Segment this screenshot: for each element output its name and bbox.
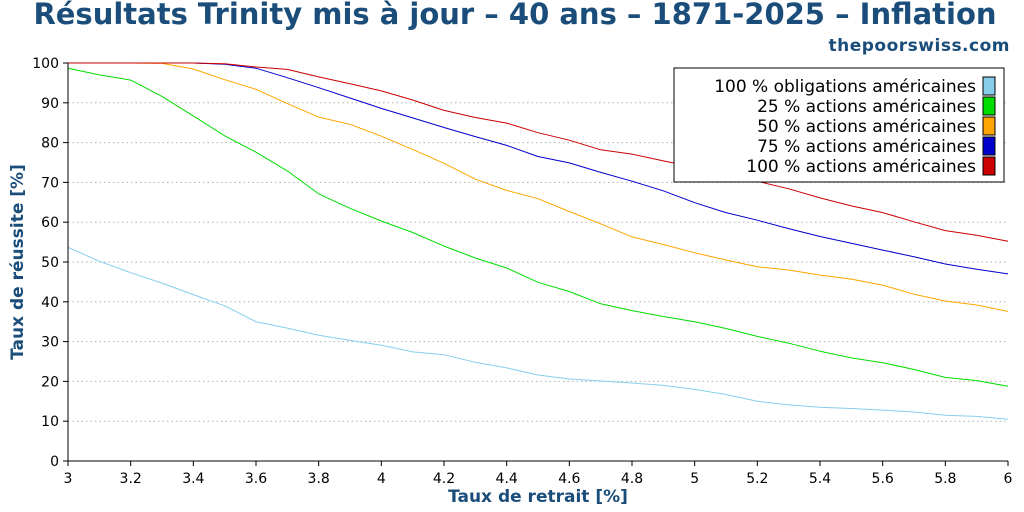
x-axis-label: Taux de retrait [%] (448, 487, 628, 507)
x-tick-label: 3 (64, 471, 73, 487)
x-tick-label: 5.4 (809, 471, 831, 487)
y-tick-label: 40 (41, 295, 59, 311)
x-tick-label: 3.2 (120, 471, 142, 487)
legend-label: 50 % actions américaines (757, 117, 976, 137)
legend-swatch (982, 96, 996, 116)
x-tick-label: 5.8 (934, 471, 956, 487)
legend-label: 100 % obligations américaines (714, 77, 976, 97)
x-tick-label: 4 (377, 471, 386, 487)
legend-box (673, 67, 1005, 183)
y-tick-label: 90 (41, 96, 59, 112)
series-line-5 (68, 62, 1009, 242)
y-tick-label: 100 (32, 56, 59, 72)
x-tick-label: 3.4 (182, 471, 204, 487)
y-tick-label: 10 (41, 414, 59, 430)
legend-label: 75 % actions américaines (757, 137, 976, 157)
x-tick-label: 3.6 (245, 471, 267, 487)
y-tick-label: 60 (41, 215, 59, 231)
x-tick-label: 5.2 (746, 471, 768, 487)
x-tick-label: 3.8 (308, 471, 330, 487)
chart-title: Résultats Trinity mis à jour – 40 ans – … (33, 0, 997, 31)
x-tick-label: 5.6 (872, 471, 894, 487)
y-tick-label: 30 (41, 335, 59, 351)
legend-swatch (982, 156, 996, 176)
series-line-1 (67, 246, 1009, 420)
x-tick-label: 4.8 (621, 471, 643, 487)
legend-label: 100 % actions américaines (746, 157, 976, 177)
legend-swatch (982, 136, 996, 156)
x-tick-label: 6 (1004, 471, 1013, 487)
y-tick-label: 0 (50, 454, 59, 470)
x-tick-label: 5 (690, 471, 699, 487)
x-axis-ticks: 3 3.2 3.4 3.6 3.8 4 4.2 4.4 4.6 4.8 5 5.2 5.4 5.6 5.8 6 (64, 461, 1013, 487)
series-line-3 (68, 62, 1009, 312)
legend-swatch (982, 116, 996, 136)
y-axis-ticks: 0 10 20 30 40 50 60 70 80 90 100 (32, 56, 68, 470)
y-tick-label: 70 (41, 175, 59, 191)
x-tick-label: 4.4 (496, 471, 518, 487)
series-lines (67, 62, 1009, 420)
y-axis-label: Taux de réussite [%] (8, 164, 28, 360)
y-tick-label: 50 (41, 255, 59, 271)
watermark: thepoorswiss.com (828, 36, 1010, 56)
y-tick-label: 80 (41, 136, 59, 152)
x-tick-label: 4.2 (433, 471, 455, 487)
legend-swatch (982, 76, 996, 96)
series-line-2 (67, 67, 1009, 387)
x-tick-label: 4.6 (558, 471, 580, 487)
legend-label: 25 % actions américaines (757, 97, 976, 117)
y-tick-label: 20 (41, 374, 59, 390)
